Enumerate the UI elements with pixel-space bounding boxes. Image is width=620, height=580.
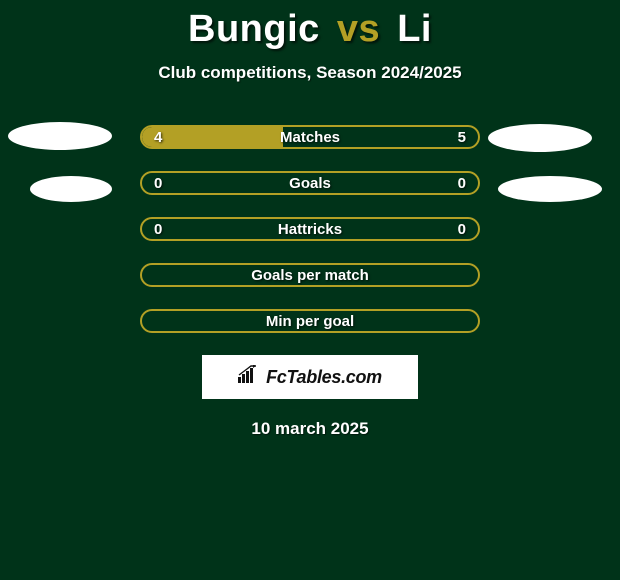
stat-label: Matches	[142, 129, 478, 146]
decor-ellipse	[8, 122, 112, 150]
player1-name: Bungic	[188, 8, 320, 50]
stat-row: 0Goals0	[140, 171, 480, 195]
stat-label: Goals per match	[142, 267, 478, 284]
brand-text: FcTables.com	[266, 367, 382, 388]
stat-row: 0Hattricks0	[140, 217, 480, 241]
stat-value-right: 0	[458, 175, 466, 192]
stat-label: Min per goal	[142, 313, 478, 330]
decor-ellipse	[488, 124, 592, 152]
stat-label: Goals	[142, 175, 478, 192]
stat-label: Hattricks	[142, 221, 478, 238]
stat-row: 4Matches5	[140, 125, 480, 149]
decor-ellipse	[498, 176, 602, 202]
date-label: 10 march 2025	[0, 419, 620, 439]
stat-value-right: 5	[458, 129, 466, 146]
stat-row: Min per goal	[140, 309, 480, 333]
page-title: Bungic vs Li	[0, 0, 620, 51]
stat-value-right: 0	[458, 221, 466, 238]
brand-box: FcTables.com	[202, 355, 418, 399]
vs-label: vs	[337, 8, 380, 50]
subtitle: Club competitions, Season 2024/2025	[0, 63, 620, 83]
stats-container: 4Matches50Goals00Hattricks0Goals per mat…	[140, 125, 480, 333]
chart-icon	[238, 365, 260, 390]
stat-row: Goals per match	[140, 263, 480, 287]
decor-ellipse	[30, 176, 112, 202]
player2-name: Li	[397, 8, 432, 50]
